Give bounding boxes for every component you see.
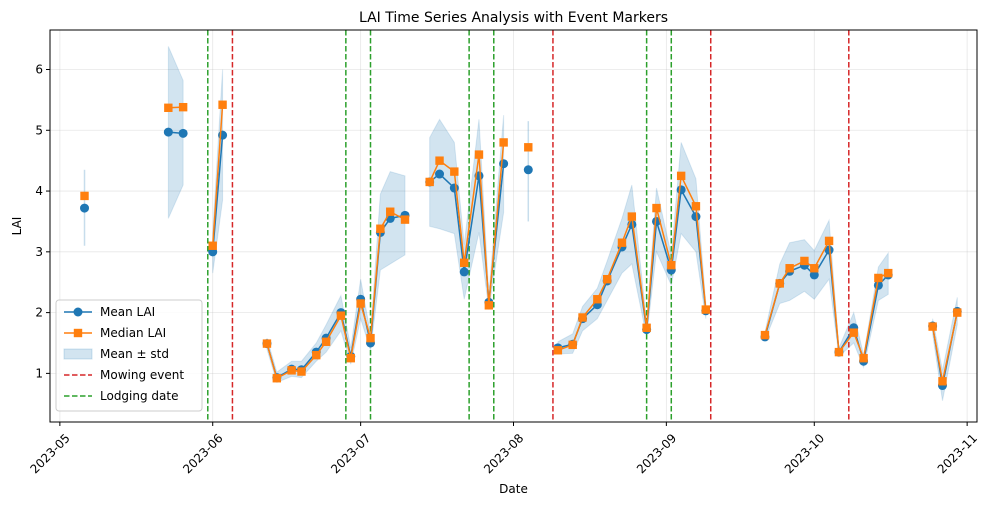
median-lai-line bbox=[211, 104, 224, 246]
legend-label: Mean ± std bbox=[100, 347, 169, 361]
median-lai-point bbox=[928, 322, 937, 331]
median-lai-point bbox=[834, 347, 844, 357]
median-lai-point bbox=[568, 340, 577, 350]
median-lai-point bbox=[701, 305, 711, 314]
legend: Mean LAI Median LAI Mean ± std Mowing event… bbox=[55, 299, 203, 412]
legend-label: Median LAI bbox=[100, 326, 166, 340]
y-tick-label: 1 bbox=[35, 366, 43, 380]
median-lai-point bbox=[262, 339, 272, 348]
series-layer bbox=[80, 100, 962, 391]
legend-std-band-swatch bbox=[63, 348, 93, 360]
chart-title: LAI Time Series Analysis with Event Mark… bbox=[359, 10, 668, 26]
mean-lai-point bbox=[676, 185, 686, 195]
median-lai-point bbox=[272, 374, 282, 383]
median-lai-point bbox=[953, 308, 962, 317]
y-tick-label: 3 bbox=[35, 245, 43, 259]
median-lai-point bbox=[810, 264, 819, 273]
median-lai-point bbox=[824, 236, 834, 246]
median-lai-point bbox=[346, 353, 355, 363]
median-lai-point bbox=[459, 258, 469, 267]
mean-lai-point bbox=[435, 169, 445, 179]
median-lai-point bbox=[178, 102, 188, 112]
median-lai-point bbox=[578, 313, 587, 322]
median-lai-point bbox=[386, 207, 395, 216]
mean-lai-point bbox=[523, 165, 533, 175]
median-lai-point bbox=[474, 150, 484, 159]
legend-box bbox=[55, 299, 203, 412]
median-lai-point bbox=[287, 366, 296, 375]
mean-lai-point bbox=[809, 270, 819, 280]
mean-lai-point bbox=[80, 203, 90, 213]
std-band-area bbox=[932, 297, 958, 401]
mean-lai-point bbox=[824, 245, 834, 255]
event-lines-layer bbox=[207, 30, 850, 422]
legend-label: Mean LAI bbox=[100, 305, 155, 319]
median-lai-point bbox=[553, 346, 563, 355]
mean-lai-point bbox=[691, 212, 701, 222]
median-lai-point bbox=[617, 238, 627, 247]
median-lai-point bbox=[499, 138, 508, 147]
median-lai-point bbox=[164, 103, 173, 112]
median-lai-point bbox=[775, 279, 784, 288]
y-axis-label: LAI bbox=[10, 217, 24, 236]
median-lai-point bbox=[800, 256, 809, 266]
median-lai-point bbox=[321, 337, 331, 346]
mean-lai-point bbox=[499, 159, 509, 169]
median-lai-point bbox=[849, 328, 858, 337]
mean-lai-point bbox=[163, 127, 173, 137]
mean-lai-point bbox=[178, 128, 188, 138]
median-lai-point bbox=[884, 268, 893, 278]
median-lai-point bbox=[667, 261, 676, 270]
median-lai-point bbox=[400, 215, 410, 224]
median-lai-point bbox=[80, 191, 89, 201]
median-lai-point bbox=[652, 203, 661, 213]
median-lai-point bbox=[691, 202, 701, 211]
x-axis-label: Date bbox=[499, 482, 528, 496]
y-tick-label: 2 bbox=[35, 306, 43, 320]
median-lai-point bbox=[627, 212, 637, 221]
median-lai-point bbox=[593, 295, 602, 304]
median-lai-point bbox=[524, 143, 533, 152]
median-lai-point bbox=[859, 353, 868, 363]
median-lai-point bbox=[785, 264, 794, 273]
median-lai-point bbox=[602, 274, 612, 284]
median-lai-point bbox=[218, 100, 227, 109]
legend-median-lai-marker bbox=[73, 328, 83, 338]
median-lai-point bbox=[676, 171, 686, 181]
median-lai-point bbox=[425, 177, 434, 187]
median-lai-point bbox=[450, 167, 459, 176]
mean-lai-point bbox=[449, 183, 459, 193]
std-band-area bbox=[266, 171, 406, 384]
median-lai-point bbox=[760, 330, 770, 340]
median-lai-point bbox=[642, 323, 651, 332]
median-lai-point bbox=[484, 301, 494, 310]
median-lai-point bbox=[938, 377, 947, 386]
mean-lai-point bbox=[459, 267, 469, 277]
legend-label: Mowing event bbox=[100, 368, 184, 382]
median-lai-point bbox=[874, 273, 883, 283]
median-lai-point bbox=[336, 311, 346, 320]
median-lai-point bbox=[208, 241, 217, 250]
y-tick-label: 4 bbox=[35, 184, 43, 198]
y-tick-label: 6 bbox=[35, 63, 43, 77]
legend-mean-lai-marker bbox=[73, 307, 83, 317]
median-lai-point bbox=[312, 350, 321, 360]
median-lai-point bbox=[297, 367, 306, 376]
y-tick-label: 5 bbox=[35, 123, 43, 137]
median-lai-point bbox=[356, 299, 365, 308]
mean-lai-point bbox=[218, 130, 228, 140]
legend-label: Lodging date bbox=[100, 389, 178, 403]
median-lai-point bbox=[366, 333, 375, 343]
median-lai-point bbox=[435, 156, 444, 165]
median-lai-point bbox=[376, 224, 385, 233]
